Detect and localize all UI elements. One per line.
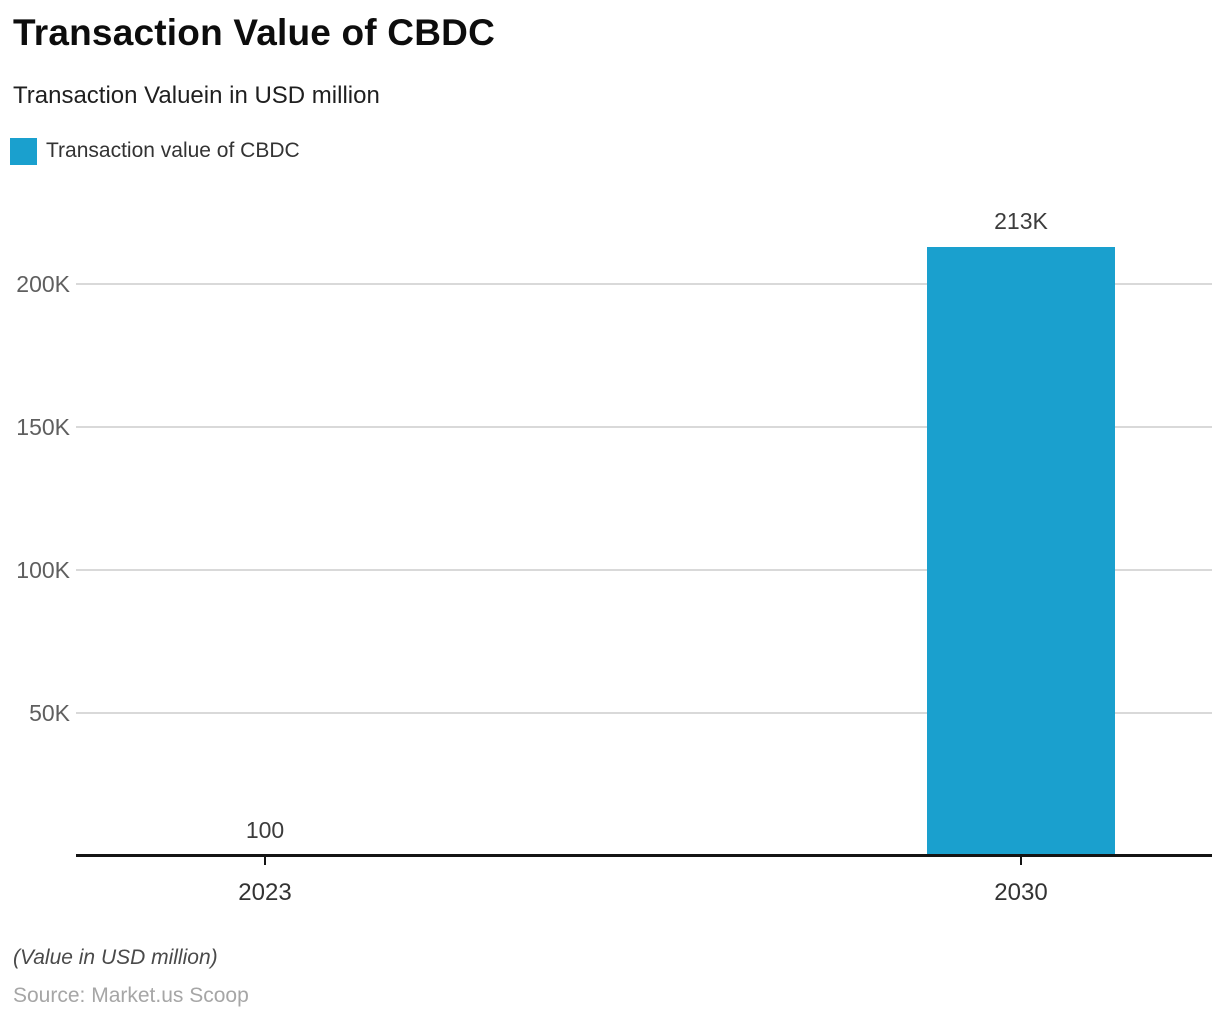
y-axis-label-200K: 200K — [16, 271, 70, 297]
y-axis-label-100K: 100K — [16, 557, 70, 583]
x-axis-tick-2030 — [1020, 857, 1022, 865]
x-axis-label-2030: 2030 — [994, 879, 1048, 906]
x-axis-tick-2023 — [264, 857, 266, 865]
legend: Transaction value of CBDC — [10, 137, 300, 165]
legend-label: Transaction value of CBDC — [46, 139, 300, 162]
x-axis-line — [76, 854, 1212, 857]
gridline-150K — [76, 426, 1212, 428]
chart-subtitle: Transaction Valuein in USD million — [13, 82, 380, 109]
bar-value-label-2023: 100 — [245, 816, 285, 843]
legend-swatch-icon — [10, 137, 37, 165]
footer-note: (Value in USD million) — [13, 946, 218, 969]
y-axis-label-150K: 150K — [16, 414, 70, 440]
gridline-200K — [76, 283, 1212, 285]
gridline-50K — [76, 712, 1212, 714]
source-credit: Source: Market.us Scoop — [13, 984, 249, 1007]
gridline-100K — [76, 569, 1212, 571]
chart-title: Transaction Value of CBDC — [13, 12, 495, 53]
x-axis-label-2023: 2023 — [238, 879, 292, 906]
y-axis-label-50K: 50K — [29, 700, 70, 726]
bar-value-label-2030: 213K — [994, 207, 1048, 234]
bar-2030[interactable] — [927, 246, 1115, 856]
